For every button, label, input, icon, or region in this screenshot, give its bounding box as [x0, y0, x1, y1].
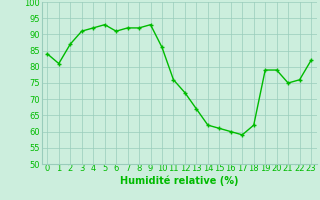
X-axis label: Humidité relative (%): Humidité relative (%) [120, 176, 238, 186]
